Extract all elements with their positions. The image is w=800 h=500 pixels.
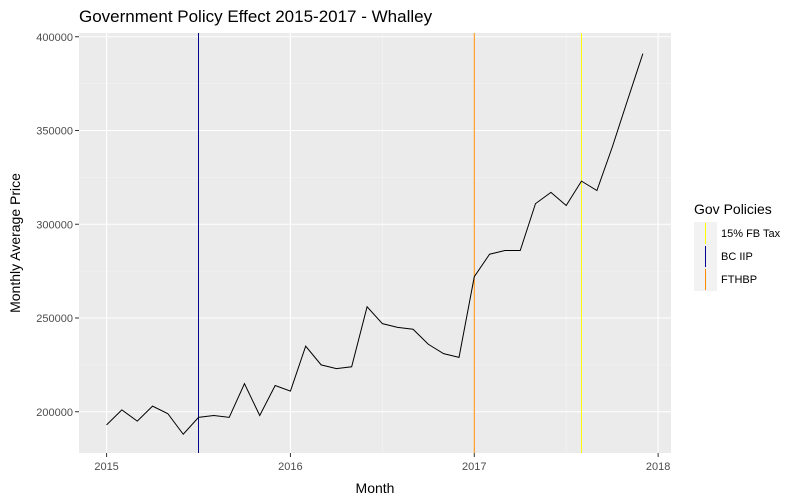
- x-tick-label: 2018: [646, 461, 670, 473]
- y-tick-label: 200000: [36, 407, 73, 419]
- y-tick-label: 400000: [36, 32, 73, 44]
- chart-title: Government Policy Effect 2015-2017 - Wha…: [79, 7, 433, 26]
- grid-minor: [79, 33, 671, 453]
- policy-lines: [198, 33, 582, 453]
- legend-entries: 15% FB Tax BC IIP FTHBP: [694, 222, 781, 291]
- x-tick-label: 2016: [278, 461, 302, 473]
- legend: Gov Policies 15% FB Tax BC IIP FTHBP: [694, 201, 781, 291]
- y-axis-ticks: 200000 250000 300000 350000 400000: [36, 32, 79, 419]
- legend-entry: BC IIP: [694, 245, 753, 268]
- x-tick-label: 2017: [462, 461, 486, 473]
- plot-panel: [79, 33, 671, 453]
- legend-label: FTHBP: [721, 274, 757, 286]
- y-tick-label: 300000: [36, 219, 73, 231]
- x-tick-label: 2015: [94, 461, 118, 473]
- legend-label: 15% FB Tax: [721, 228, 781, 240]
- legend-title: Gov Policies: [694, 201, 772, 217]
- series-line: [106, 53, 644, 436]
- legend-entry: 15% FB Tax: [694, 222, 781, 245]
- y-tick-label: 250000: [36, 313, 73, 325]
- x-axis-ticks: 2015 2016 2017 2018: [94, 453, 670, 473]
- y-axis-title: Monthly Average Price: [7, 173, 23, 313]
- x-axis-title: Month: [356, 480, 395, 496]
- y-tick-label: 350000: [36, 126, 73, 138]
- legend-label: BC IIP: [721, 251, 753, 263]
- legend-entry: FTHBP: [694, 268, 757, 291]
